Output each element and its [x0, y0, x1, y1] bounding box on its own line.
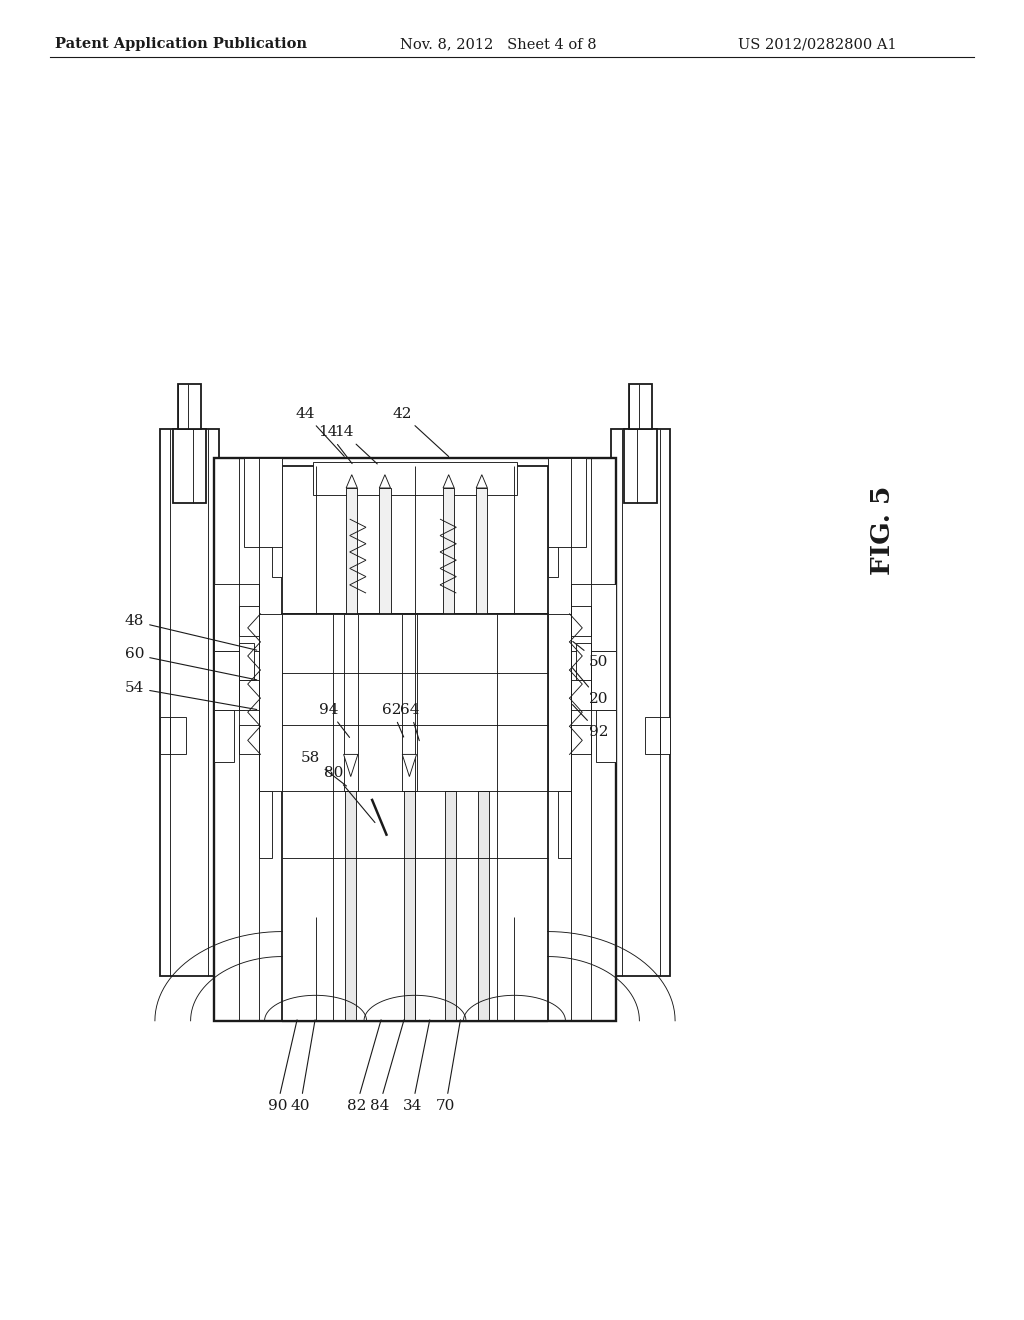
Bar	[313, 462, 517, 495]
Text: 44: 44	[296, 407, 344, 457]
Polygon shape	[476, 475, 487, 488]
Bar	[629, 384, 652, 429]
Bar	[214, 585, 259, 651]
Bar	[178, 384, 201, 429]
Bar	[379, 488, 390, 614]
Bar	[403, 792, 415, 1020]
Text: Patent Application Publication: Patent Application Publication	[55, 37, 307, 51]
Bar	[443, 488, 455, 614]
Bar	[611, 429, 670, 977]
Text: 62: 62	[382, 704, 403, 737]
Bar	[624, 429, 657, 503]
Text: 42: 42	[392, 407, 449, 457]
Text: 82: 82	[347, 1020, 381, 1113]
Bar	[476, 488, 487, 614]
Bar	[283, 466, 548, 614]
Bar	[548, 458, 586, 548]
Text: Nov. 8, 2012   Sheet 4 of 8: Nov. 8, 2012 Sheet 4 of 8	[400, 37, 597, 51]
Text: 20: 20	[572, 668, 608, 706]
Bar	[402, 614, 417, 792]
Bar	[344, 614, 357, 792]
Bar	[644, 717, 670, 755]
Polygon shape	[402, 755, 417, 776]
Bar	[244, 458, 283, 548]
Text: 80: 80	[324, 766, 375, 822]
Text: FIG. 5: FIG. 5	[870, 486, 895, 574]
Text: 84: 84	[370, 1020, 404, 1113]
Text: 14: 14	[318, 425, 352, 463]
Text: 70: 70	[436, 1020, 461, 1113]
Bar	[596, 710, 616, 762]
Text: 58: 58	[301, 751, 346, 785]
Bar	[173, 429, 206, 503]
Bar	[214, 710, 233, 762]
Bar	[239, 680, 259, 710]
Bar	[575, 643, 591, 680]
Bar	[283, 614, 548, 1020]
Bar	[586, 651, 616, 710]
Bar	[214, 458, 616, 1020]
Text: 54: 54	[125, 681, 257, 710]
Text: 40: 40	[291, 1020, 315, 1113]
Bar	[478, 792, 488, 1020]
Text: 14: 14	[334, 425, 377, 463]
Bar	[570, 725, 591, 755]
Bar	[160, 429, 219, 977]
Bar	[548, 614, 570, 792]
Bar	[548, 503, 558, 577]
Polygon shape	[344, 755, 357, 776]
Text: 90: 90	[267, 1020, 297, 1113]
Bar	[160, 717, 185, 755]
Bar	[259, 614, 283, 792]
Polygon shape	[346, 475, 357, 488]
Text: 50: 50	[572, 642, 608, 669]
Bar	[345, 792, 356, 1020]
Text: 48: 48	[125, 614, 257, 651]
Bar	[214, 651, 244, 710]
Bar	[272, 503, 283, 577]
Bar	[239, 725, 259, 755]
Polygon shape	[443, 475, 455, 488]
Text: US 2012/0282800 A1: US 2012/0282800 A1	[738, 37, 897, 51]
Bar	[259, 792, 272, 858]
Text: 34: 34	[402, 1020, 430, 1113]
Bar	[444, 792, 456, 1020]
Bar	[570, 680, 591, 710]
Text: 92: 92	[572, 705, 608, 739]
Bar	[570, 585, 616, 651]
Text: 60: 60	[125, 648, 257, 680]
Bar	[570, 606, 591, 636]
Bar	[346, 488, 357, 614]
Bar	[558, 792, 570, 858]
Polygon shape	[379, 475, 390, 488]
Text: 64: 64	[400, 704, 420, 741]
Bar	[239, 606, 259, 636]
Text: 94: 94	[318, 704, 349, 738]
Bar	[239, 643, 254, 680]
